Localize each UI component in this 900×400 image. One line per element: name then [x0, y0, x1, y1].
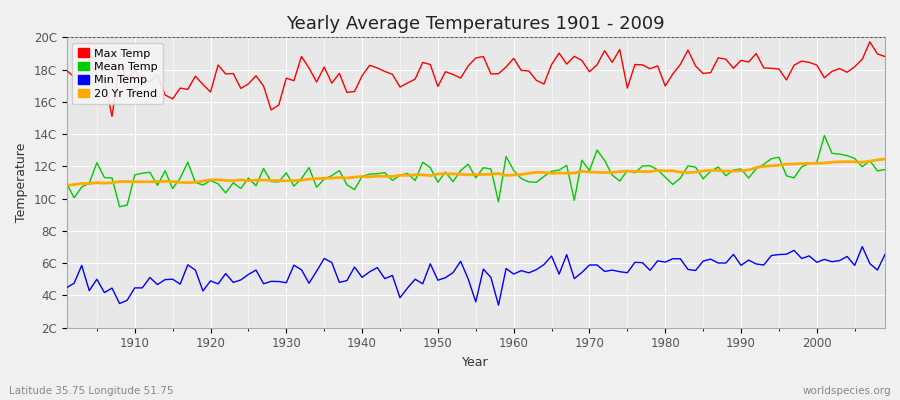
Title: Yearly Average Temperatures 1901 - 2009: Yearly Average Temperatures 1901 - 2009: [286, 15, 665, 33]
Legend: Max Temp, Mean Temp, Min Temp, 20 Yr Trend: Max Temp, Mean Temp, Min Temp, 20 Yr Tre…: [72, 43, 164, 104]
Text: worldspecies.org: worldspecies.org: [803, 386, 891, 396]
X-axis label: Year: Year: [463, 356, 489, 369]
Y-axis label: Temperature: Temperature: [15, 143, 28, 222]
Text: Latitude 35.75 Longitude 51.75: Latitude 35.75 Longitude 51.75: [9, 386, 174, 396]
